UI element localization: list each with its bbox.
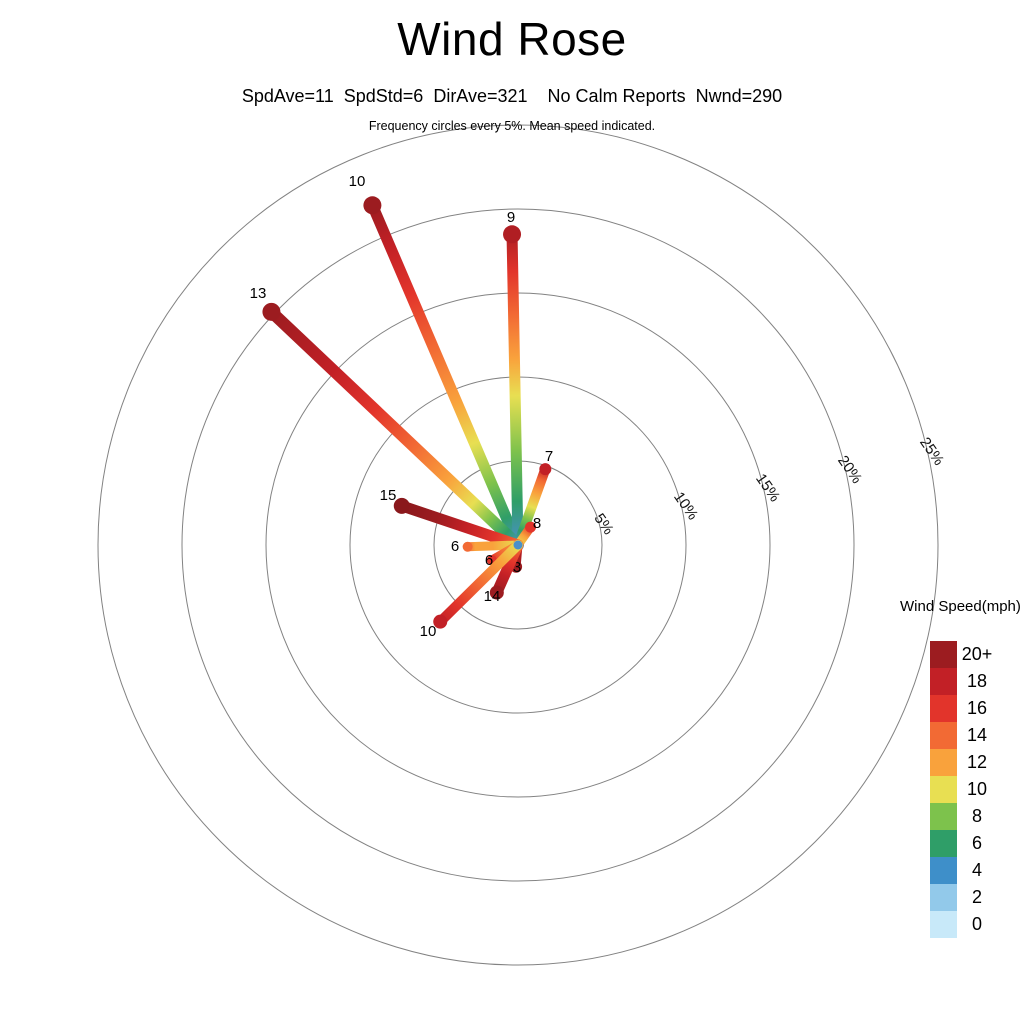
legend-swatch [930, 884, 957, 911]
legend-swatch [930, 776, 957, 803]
ring-percent-label: 10% [670, 489, 701, 523]
legend-row: 14 [930, 722, 1024, 749]
wind-petal [265, 305, 524, 551]
ring-percent-label: 25% [916, 434, 947, 468]
legend-label: 18 [966, 671, 988, 691]
legend-title: Wind Speed(mph) [900, 598, 1021, 615]
wind-petal-tip [503, 225, 522, 244]
ring-percent-label: 15% [752, 471, 783, 505]
legend-label: 0 [971, 914, 982, 934]
legend-swatch [930, 722, 957, 749]
wind-petal [366, 199, 524, 551]
wind-petal [506, 228, 524, 551]
wind-petal-tip [393, 497, 410, 514]
wind-petal-tip [539, 463, 552, 476]
frequency-note: Frequency circles every 5%. Mean speed i… [368, 119, 656, 133]
rose-center-dot [513, 540, 523, 550]
wind-petal-tip [462, 541, 473, 552]
petal-mean-speed-label: 6 [451, 538, 459, 555]
wind-petal-tip [525, 521, 537, 533]
legend-row: 6 [930, 830, 1024, 857]
legend-label: 8 [971, 806, 982, 826]
petal-mean-speed-label: 8 [533, 515, 541, 532]
legend-label: 10 [966, 779, 988, 799]
legend-row: 8 [930, 803, 1024, 830]
petal-mean-speed-label: 7 [545, 448, 553, 465]
legend-swatch [930, 695, 957, 722]
legend-row: 16 [930, 695, 1024, 722]
ring-percent-label: 5% [591, 510, 617, 538]
legend-label: 6 [971, 833, 982, 853]
legend-row: 10 [930, 776, 1024, 803]
wind-petal-tip [363, 196, 382, 215]
legend-swatch [930, 803, 957, 830]
petal-mean-speed-label: 3 [513, 559, 521, 576]
frequency-ring [97, 124, 939, 966]
legend-swatch [930, 641, 957, 668]
petal-mean-speed-label: 10 [420, 623, 437, 640]
legend-row: 0 [930, 911, 1024, 938]
legend-swatch [930, 749, 957, 776]
legend-swatch [930, 830, 957, 857]
petal-mean-speed-label: 9 [507, 209, 515, 226]
stats-subtitle: SpdAve=11 SpdStd=6 DirAve=321 No Calm Re… [241, 86, 783, 106]
wind-speed-legend: Wind Speed(mph) 20+ 18 16 14 12 10 8 6 4 2 0 [900, 598, 1024, 938]
wind-petal [396, 500, 524, 551]
legend-row: 2 [930, 884, 1024, 911]
petal-mean-speed-label: 14 [484, 588, 501, 605]
wind-petal-tip [489, 585, 504, 600]
petal-mean-speed-label: 6 [485, 552, 493, 569]
frequency-ring [181, 208, 855, 882]
legend-label: 12 [966, 752, 988, 772]
legend-row: 20+ [930, 641, 1024, 668]
wind-petal-tip [433, 614, 448, 629]
legend-label: 4 [971, 860, 982, 880]
legend-rows: 20+ 18 16 14 12 10 8 6 4 2 0 [930, 641, 1024, 938]
petal-mean-speed-label: 15 [380, 487, 397, 504]
petal-mean-speed-label: 13 [250, 285, 267, 302]
legend-row: 4 [930, 857, 1024, 884]
ring-percent-label: 20% [834, 453, 865, 487]
legend-label: 14 [966, 725, 988, 745]
legend-row: 12 [930, 749, 1024, 776]
legend-label: 20+ [961, 644, 993, 664]
legend-swatch [930, 911, 957, 938]
legend-swatch [930, 668, 957, 695]
wind-petal-tip [262, 302, 281, 321]
legend-label: 16 [966, 698, 988, 718]
legend-swatch [930, 857, 957, 884]
petal-mean-speed-label: 10 [349, 173, 366, 190]
legend-row: 18 [930, 668, 1024, 695]
wind-petal [435, 540, 523, 627]
legend-label: 2 [971, 887, 982, 907]
page-title: Wind Rose [397, 13, 627, 65]
